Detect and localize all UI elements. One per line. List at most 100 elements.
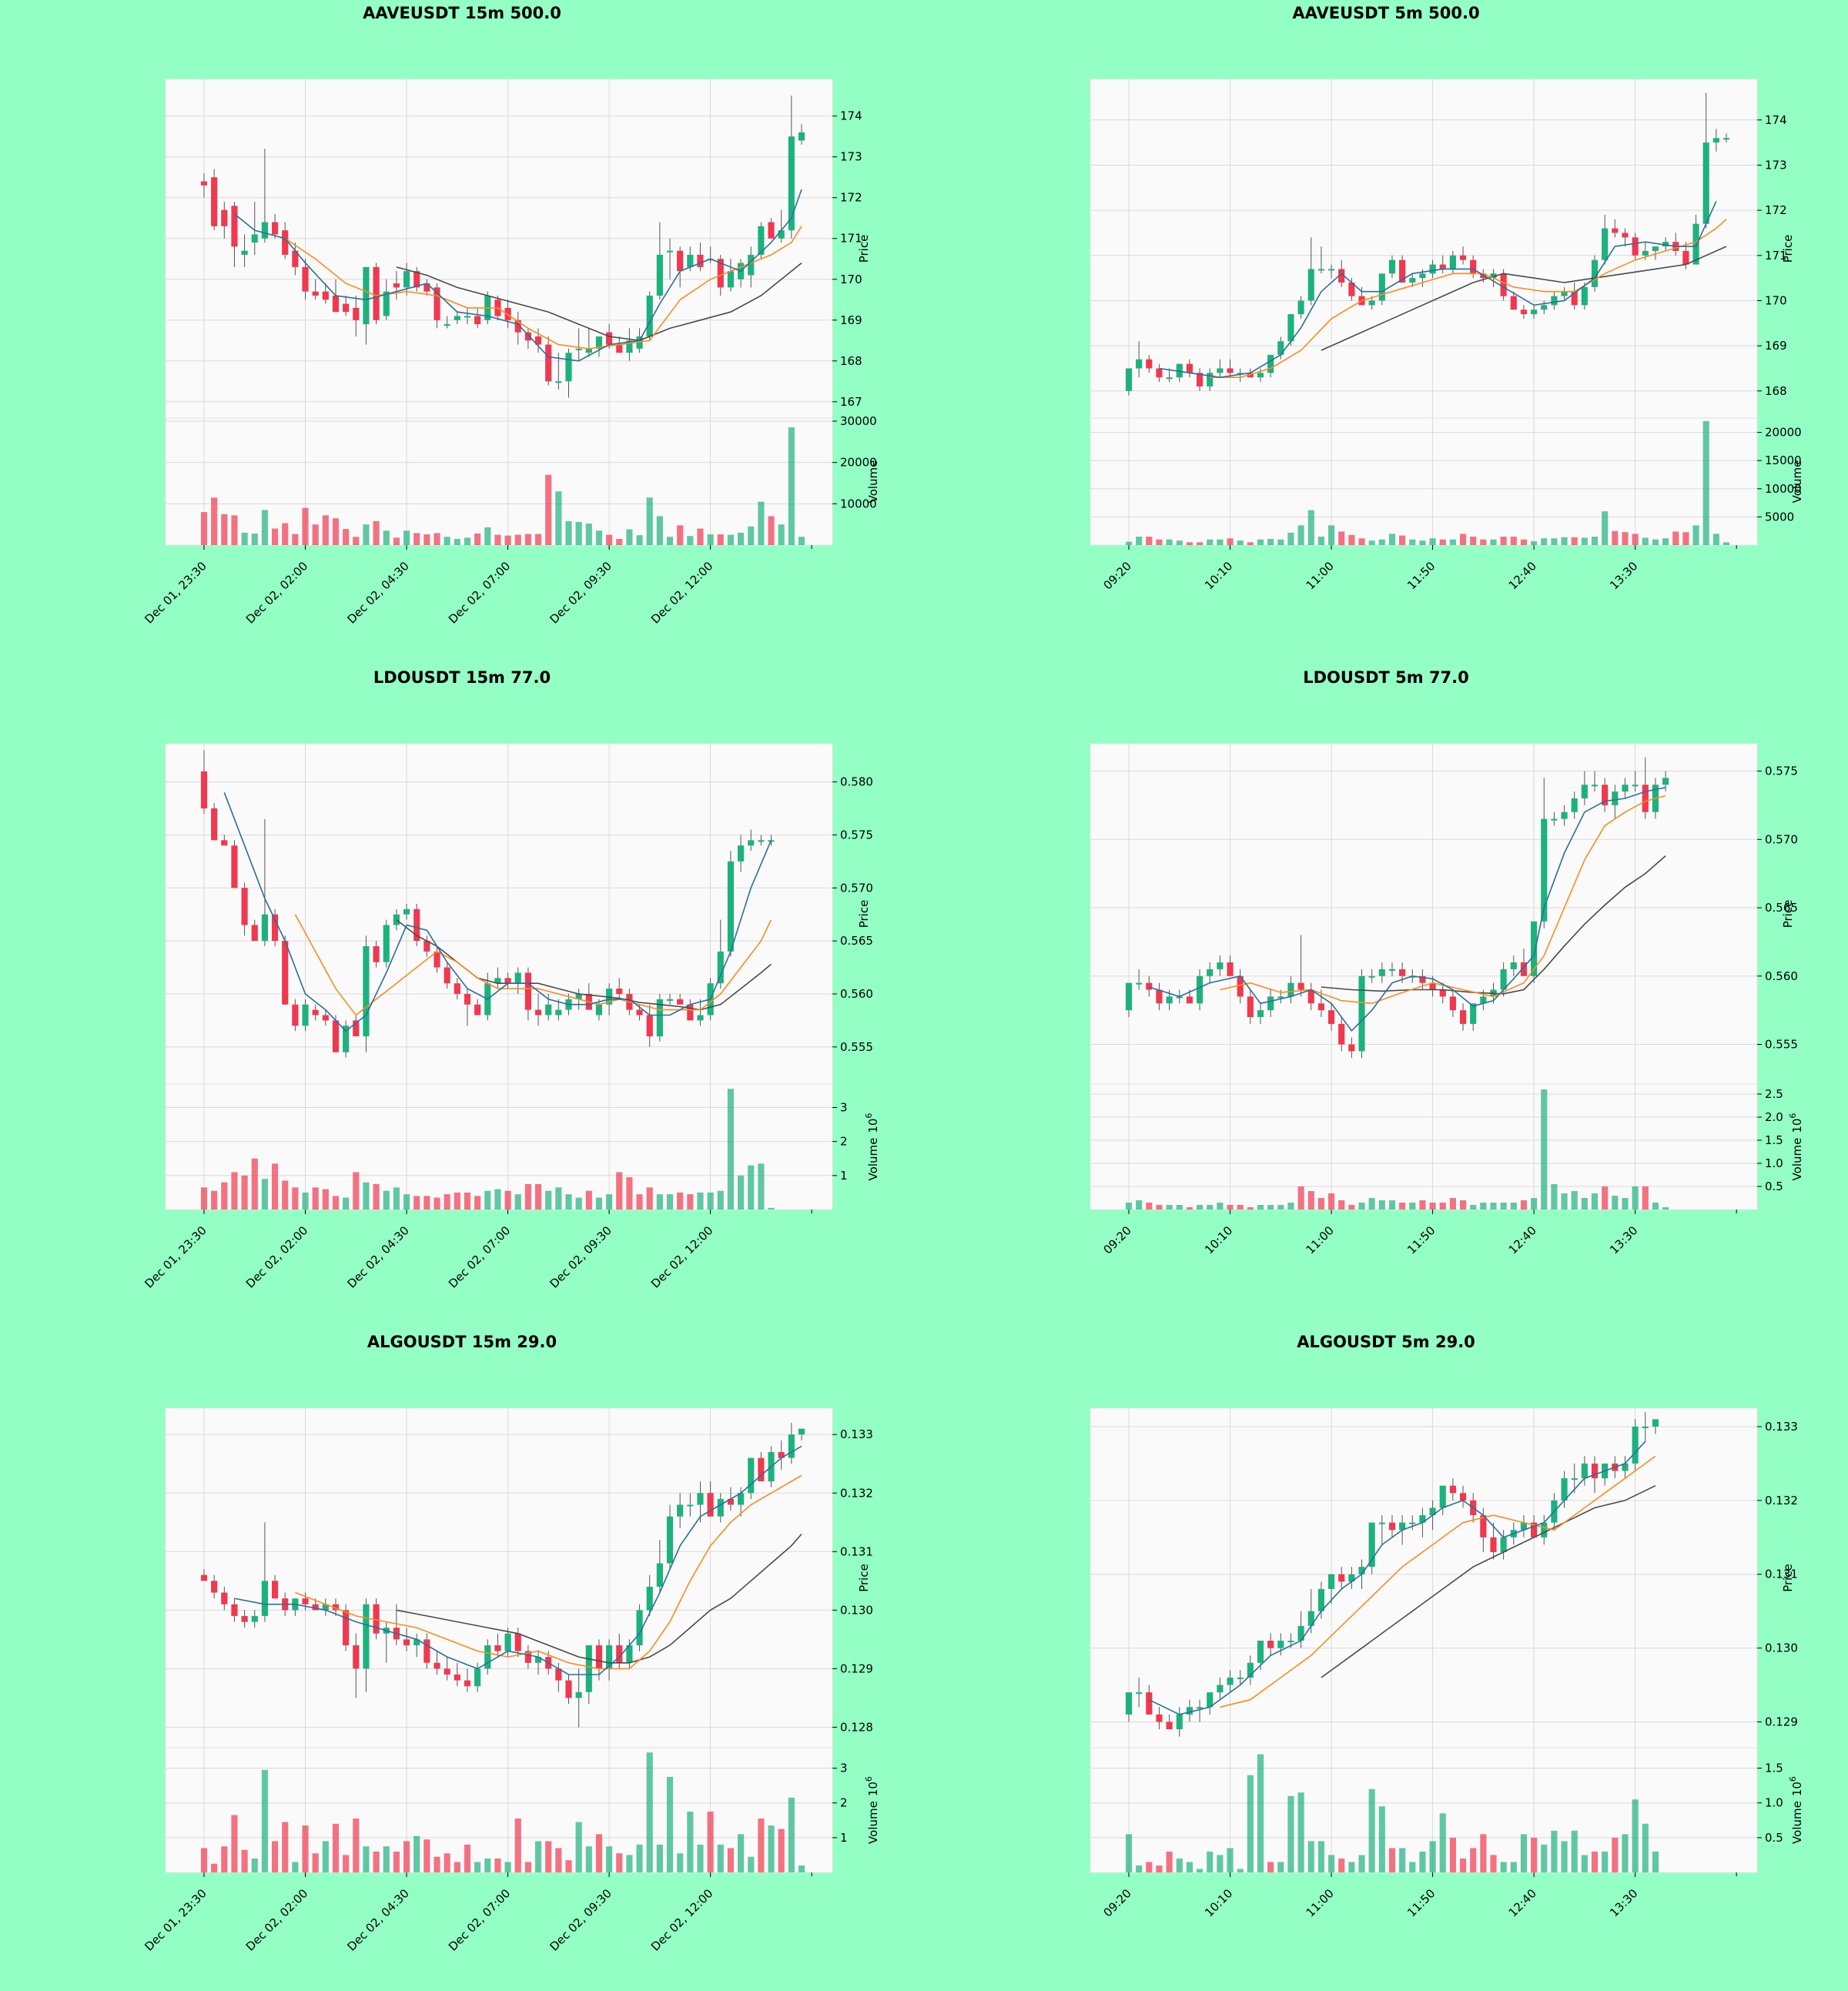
chart-panel-6: ALGOUSDT 5m 29.0 0.129 0.130 0.131 0.132 0.13… [1090,1333,1804,1919]
candle-body [504,1633,511,1651]
volume-bar [353,537,360,545]
volume-bar [687,536,694,545]
volume-bar [798,1865,805,1872]
volume-bar [1632,1186,1639,1210]
ma-mid-line [1210,219,1727,378]
candle-body [1500,969,1507,990]
candle-body [697,1493,704,1505]
candle-body [1571,798,1578,812]
volume-bar [585,524,592,545]
price-tick-label: 0.565 [840,934,873,948]
candle-body [464,1680,471,1687]
volume-bar [1612,530,1619,545]
candle-body [1520,1522,1528,1531]
volume-bar [1662,538,1669,545]
volume-bar [656,1844,663,1872]
volume-bar [373,1851,380,1872]
volume-bar [504,535,511,545]
x-tick-label: 10:10 [1202,1223,1235,1257]
volume-tick-label: 10000 [840,497,877,510]
candle-body [1388,1522,1396,1531]
candle-body [1561,291,1568,296]
candle-body [1581,286,1588,306]
candle-body [424,1639,430,1663]
x-tick-label: Dec 02, 09:30 [547,559,614,626]
volume-bar [1531,1198,1538,1210]
volume-bar [474,1862,481,1872]
volume-bar [343,1197,350,1210]
candle-body [251,234,258,243]
volume-bar [1207,539,1214,545]
volume-tick-label: 2 [840,1796,848,1810]
volume-bar [282,1822,289,1872]
candle-body [565,353,572,382]
candle-body [595,1004,603,1016]
volume-bar [1358,538,1365,545]
candle-body [1500,273,1507,296]
candle-body [1642,1426,1649,1428]
ma-short-line [223,792,772,1032]
volume-bar [1227,1848,1234,1872]
volume-bar [1470,1205,1477,1210]
candle-body [292,250,299,267]
volume-tick-label: 1 [840,1169,848,1183]
candle-body [312,1604,319,1611]
volume-bar [312,1853,319,1872]
volume-tick-label: 2 [840,1135,848,1149]
volume-bar [1297,1792,1304,1872]
volume-bar [484,1858,491,1872]
volume-bar [1267,1862,1274,1872]
candle-body [403,1639,410,1645]
volume-bar [788,427,795,545]
volume-bar [778,1829,785,1872]
volume-bar [312,524,319,545]
candle-body [1510,962,1517,969]
candle-body [261,914,268,942]
candle-body [251,925,258,942]
candle-body [302,266,309,292]
candle-body [1146,982,1153,990]
x-tick-label: Dec 02, 07:00 [446,1886,513,1953]
candle-body [1287,982,1294,997]
candle-body [1368,300,1375,306]
candle-body [585,1645,592,1692]
volume-bar [1490,539,1497,545]
volume-bar [1176,540,1183,545]
candle-body [251,1615,258,1622]
candle-body [1196,373,1204,386]
candle-body [1541,818,1548,922]
candle-body [666,999,674,1001]
candle-body [1551,296,1558,306]
candle-body [424,941,430,952]
candle-body [464,993,471,1005]
candle-body [1207,1692,1214,1708]
volume-bar [1561,537,1568,545]
volume-bar [332,1823,340,1872]
volume-bar [1146,537,1153,545]
candle-body [1146,1692,1153,1715]
volume-bar [545,1190,552,1210]
volume-bar [1439,1203,1446,1210]
candle-body [707,1493,714,1517]
candle-body [1399,259,1406,283]
volume-bar [1541,538,1548,545]
volume-bar [1531,1837,1538,1872]
volume-bar [1297,525,1304,545]
candle-body [1247,996,1254,1018]
chart-panel-2: AAVEUSDT 5m 500.0 168 169 170 171 172 173 174 50… [1090,4,1804,592]
volume-bar [1459,1200,1467,1210]
volume-bar [434,1197,440,1210]
price-tick-label: 0.570 [1765,832,1798,846]
candle-body [524,332,531,341]
candle-body [1561,811,1568,819]
volume-bar [1561,1841,1568,1872]
candle-body [1217,1685,1224,1693]
candle-body [738,845,745,862]
volume-bar [1166,1851,1173,1872]
volume-bar [717,1190,724,1210]
ma-short-line [1149,787,1666,1032]
volume-bar [1399,535,1406,545]
candle-body [1581,785,1588,799]
candle-body [343,1610,350,1645]
